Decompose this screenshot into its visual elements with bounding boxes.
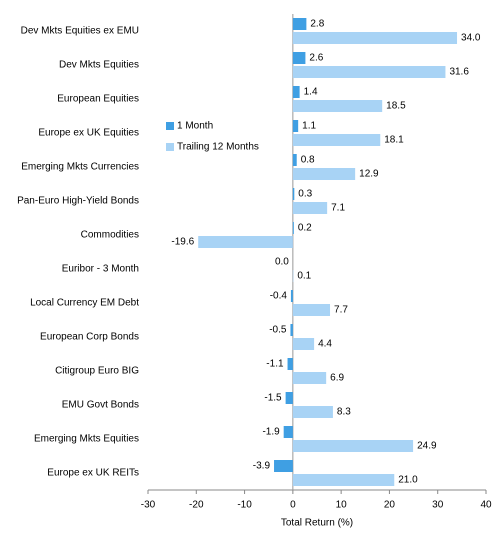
bar — [292, 188, 295, 200]
category-label: Commodities — [81, 230, 139, 241]
value-label: 7.7 — [334, 305, 348, 316]
legend-swatch — [166, 122, 174, 130]
bar — [292, 52, 306, 64]
bar — [274, 460, 293, 472]
value-label: 34.0 — [461, 33, 481, 44]
category-label: Europe ex UK REITs — [47, 468, 139, 479]
value-label: 1.4 — [304, 87, 318, 98]
bar — [283, 426, 293, 438]
legend-swatch — [166, 143, 174, 151]
value-label: 4.4 — [318, 339, 332, 350]
value-label: 0.8 — [301, 155, 315, 166]
bar — [285, 392, 293, 404]
x-tick-label: 20 — [384, 500, 396, 511]
bar — [198, 236, 293, 248]
value-label: 6.9 — [330, 373, 344, 384]
category-label: Europe ex UK Equities — [38, 128, 139, 139]
category-label: Emerging Mkts Equities — [34, 434, 139, 445]
value-label: 21.0 — [398, 475, 418, 486]
bar — [292, 304, 331, 316]
bar — [292, 202, 328, 214]
category-label: Local Currency EM Debt — [30, 298, 139, 309]
bar — [292, 222, 294, 234]
value-label: -19.6 — [171, 237, 194, 248]
value-label: 0.0 — [275, 257, 289, 268]
bar — [290, 290, 293, 302]
x-tick-label: -10 — [237, 500, 252, 511]
category-label: Dev Mkts Equities ex EMU — [21, 26, 139, 37]
bar — [292, 86, 300, 98]
category-label: EMU Govt Bonds — [62, 400, 139, 411]
value-label: -3.9 — [253, 461, 271, 472]
value-label: 0.3 — [298, 189, 312, 200]
value-label: 7.1 — [331, 203, 345, 214]
value-label: -0.5 — [269, 325, 287, 336]
value-label: 2.8 — [310, 19, 324, 30]
bar — [292, 474, 395, 486]
bar — [292, 32, 458, 44]
bar — [292, 134, 381, 146]
value-label: -1.9 — [262, 427, 280, 438]
category-label: Pan-Euro High-Yield Bonds — [17, 196, 139, 207]
bar — [292, 100, 383, 112]
value-label: 18.5 — [386, 101, 406, 112]
value-label: 18.1 — [384, 135, 404, 146]
bar — [292, 440, 414, 452]
category-label: European Corp Bonds — [40, 332, 139, 343]
legend-label: Trailing 12 Months — [177, 142, 259, 153]
bar — [292, 338, 315, 350]
value-label: 1.1 — [302, 121, 316, 132]
category-label: Euribor - 3 Month — [62, 264, 139, 275]
x-tick-label: 10 — [336, 500, 348, 511]
bar — [292, 66, 446, 78]
value-label: -1.5 — [264, 393, 282, 404]
bar — [287, 358, 293, 370]
category-label: Emerging Mkts Currencies — [21, 162, 139, 173]
x-tick-label: 40 — [480, 500, 492, 511]
bar — [292, 18, 307, 30]
value-label: 24.9 — [417, 441, 437, 452]
legend-label: 1 Month — [177, 121, 213, 132]
category-label: Dev Mkts Equities — [59, 60, 139, 71]
bar — [292, 120, 299, 132]
bar — [292, 372, 327, 384]
category-label: Citigroup Euro BIG — [55, 366, 139, 377]
value-label: 12.9 — [359, 169, 379, 180]
x-axis-title: Total Return (%) — [281, 518, 353, 529]
bar — [290, 324, 293, 336]
value-label: 8.3 — [337, 407, 351, 418]
x-tick-label: -30 — [141, 500, 156, 511]
x-tick-label: 30 — [432, 500, 444, 511]
value-label: 0.1 — [297, 271, 311, 282]
value-label: 31.6 — [449, 67, 469, 78]
bar — [292, 168, 356, 180]
x-tick-label: -20 — [189, 500, 204, 511]
x-tick-label: 0 — [290, 500, 296, 511]
value-label: -1.1 — [266, 359, 284, 370]
value-label: 0.2 — [298, 223, 312, 234]
bar — [292, 154, 297, 166]
category-label: European Equities — [57, 94, 139, 105]
bar — [292, 406, 333, 418]
value-label: 2.6 — [309, 53, 323, 64]
value-label: -0.4 — [270, 291, 288, 302]
